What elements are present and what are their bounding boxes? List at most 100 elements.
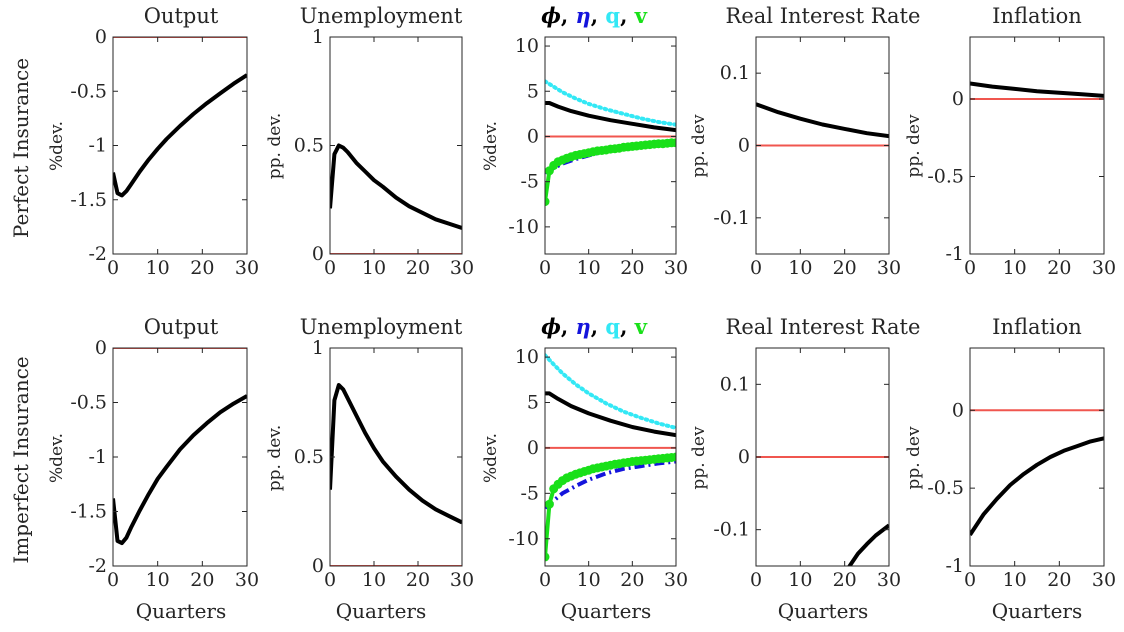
- title-r1p4: Inflation: [992, 315, 1082, 339]
- xtick-label-r1p1: 0: [324, 569, 336, 591]
- xtick-label-r0p3: 0: [750, 257, 762, 279]
- xtick-label-r1p1: 10: [362, 569, 386, 591]
- plot-area-r1p4: [970, 409, 1104, 537]
- title-r1p3: Real Interest Rate: [726, 315, 921, 339]
- title-r0p1: Unemployment: [300, 4, 463, 28]
- ylabel-r1p2: %dev.: [481, 433, 501, 483]
- xlabel-r1p0: Quarters: [136, 599, 226, 623]
- ytick-label-r1p0: -2: [88, 555, 107, 577]
- ytick-label-r0p2: 10: [515, 35, 539, 57]
- ytick-label-r1p2: 0: [527, 437, 539, 459]
- plot-area-r1p3: [756, 456, 889, 566]
- xtick-label-r1p3: 0: [750, 569, 762, 591]
- ytick-label-r0p0: -2: [88, 243, 107, 265]
- title-r0p2-sep2: ,: [591, 3, 606, 28]
- panel-r1p3: 0 10 20 30 -0.1 0 0.1: [713, 347, 901, 591]
- xtick-label-r1p4: 20: [1047, 569, 1071, 591]
- xtick-label-r1p3: 30: [877, 569, 901, 591]
- plot-area-r1p2: [545, 353, 676, 562]
- ytick-label-r1p0: -1: [88, 446, 107, 468]
- xlabel-r1p1: Quarters: [336, 599, 426, 623]
- title-r0p0: Output: [144, 4, 219, 28]
- xtick-label-r1p0: 0: [107, 569, 119, 591]
- row-label-perfect: Perfect Insurance: [9, 58, 33, 238]
- xtick-label-r1p4: 30: [1092, 569, 1116, 591]
- plot-area-r1p1: [330, 383, 462, 566]
- ylabel-r0p2: %dev.: [481, 121, 501, 171]
- xtick-label-r0p1: 10: [362, 257, 386, 279]
- title-r0p2-sep3: ,: [620, 3, 635, 28]
- xtick-label-r0p0: 10: [146, 257, 170, 279]
- frame-r1p2: [544, 347, 677, 567]
- ytick-label-r0p4: -1: [945, 243, 964, 265]
- xlabel-r1p2: Quarters: [561, 599, 651, 623]
- frame-r0p0: [112, 36, 248, 255]
- xtick-label-r1p2: 30: [664, 569, 688, 591]
- xlabel-r1p3: Quarters: [778, 599, 868, 623]
- title-r1p2-phi: ϕ: [541, 314, 561, 339]
- xtick-label-r0p1: 0: [324, 257, 336, 279]
- ylabel-r0p0: %dev.: [47, 121, 67, 171]
- panel-r0p0: 0 10 20 30 -2 -1.5 -1 -0.5 0: [70, 26, 259, 279]
- panel-r1p2: 0 10 20 30 -10 -5 0 5 10: [508, 346, 688, 591]
- plot-area-r0p4: [970, 81, 1104, 100]
- title-r1p2-q: q: [605, 314, 620, 339]
- ytick-label-r0p2: -10: [508, 216, 539, 238]
- ytick-label-r1p4: -1: [945, 555, 964, 577]
- title-r0p2-phi: ϕ: [541, 3, 561, 28]
- series-main-r0p3: [756, 102, 889, 139]
- xtick-label-r1p0: 20: [190, 569, 214, 591]
- ytick-label-r1p3: 0.1: [720, 373, 750, 395]
- xtick-label-r1p4: 10: [1003, 569, 1027, 591]
- xtick-label-r0p0: 0: [107, 257, 119, 279]
- frame-r1p4: [969, 347, 1105, 567]
- ytick-label-r0p0: -1.5: [70, 189, 107, 211]
- series-q-r0p2: [545, 79, 676, 127]
- marker-v-r1p2: [545, 552, 550, 562]
- panel-r1p0: 0 10 20 30 -2 -1.5 -1 -0.5 0: [70, 337, 259, 591]
- title-r0p2-v: v: [634, 3, 648, 28]
- series-main-r0p1: [330, 143, 462, 230]
- ytick-label-r0p2: 0: [527, 125, 539, 147]
- xtick-label-r0p2: 20: [620, 257, 644, 279]
- title-r0p3: Real Interest Rate: [726, 4, 921, 28]
- ylabel-r1p4: pp. dev: [904, 426, 924, 490]
- title-r0p2: ϕ, η, q, v: [541, 3, 648, 28]
- title-r1p2-eta: η: [575, 314, 590, 339]
- xtick-label-r0p0: 30: [235, 257, 259, 279]
- ytick-label-r0p1: 0: [312, 243, 324, 265]
- xtick-label-r0p4: 10: [1003, 257, 1027, 279]
- title-r1p2: ϕ, η, q, v: [541, 314, 648, 339]
- frame-r1p0: [112, 347, 248, 567]
- ytick-label-r0p0: 0: [95, 26, 107, 48]
- marker-v-r0p2: [671, 138, 676, 148]
- series-q-r1p2: [545, 353, 676, 430]
- plot-area-r1p0: [113, 348, 247, 546]
- ytick-label-r1p0: -1.5: [70, 501, 107, 523]
- xtick-label-r1p4: 0: [964, 569, 976, 591]
- ylabel-r1p0: %dev.: [47, 433, 67, 483]
- xtick-label-r1p1: 30: [450, 569, 474, 591]
- ytick-label-r0p1: 1: [312, 26, 324, 48]
- ytick-label-r0p0: -0.5: [70, 80, 107, 102]
- ytick-label-r1p2: 10: [515, 346, 539, 368]
- title-r1p2-v: v: [634, 314, 648, 339]
- xlabel-r1p4: Quarters: [992, 599, 1082, 623]
- row-label-imperfect: Imperfect Insurance: [9, 356, 33, 563]
- ytick-label-r1p2: -10: [508, 528, 539, 550]
- ytick-label-r1p2: -5: [520, 482, 539, 504]
- xtick-label-r0p4: 20: [1047, 257, 1071, 279]
- title-r1p0: Output: [144, 315, 219, 339]
- series-phi-r0p2: [545, 101, 676, 133]
- title-r1p2-sep2: ,: [591, 314, 606, 339]
- ytick-label-r0p3: -0.1: [713, 207, 750, 229]
- title-r1p2-sep3: ,: [620, 314, 635, 339]
- xtick-label-r1p1: 20: [406, 569, 430, 591]
- xtick-label-r0p2: 30: [664, 257, 688, 279]
- ytick-label-r0p2: -5: [520, 171, 539, 193]
- xtick-label-r1p0: 30: [235, 569, 259, 591]
- xtick-label-r0p1: 20: [406, 257, 430, 279]
- title-r0p2-q: q: [605, 3, 620, 28]
- series-phi-r1p2: [545, 391, 676, 438]
